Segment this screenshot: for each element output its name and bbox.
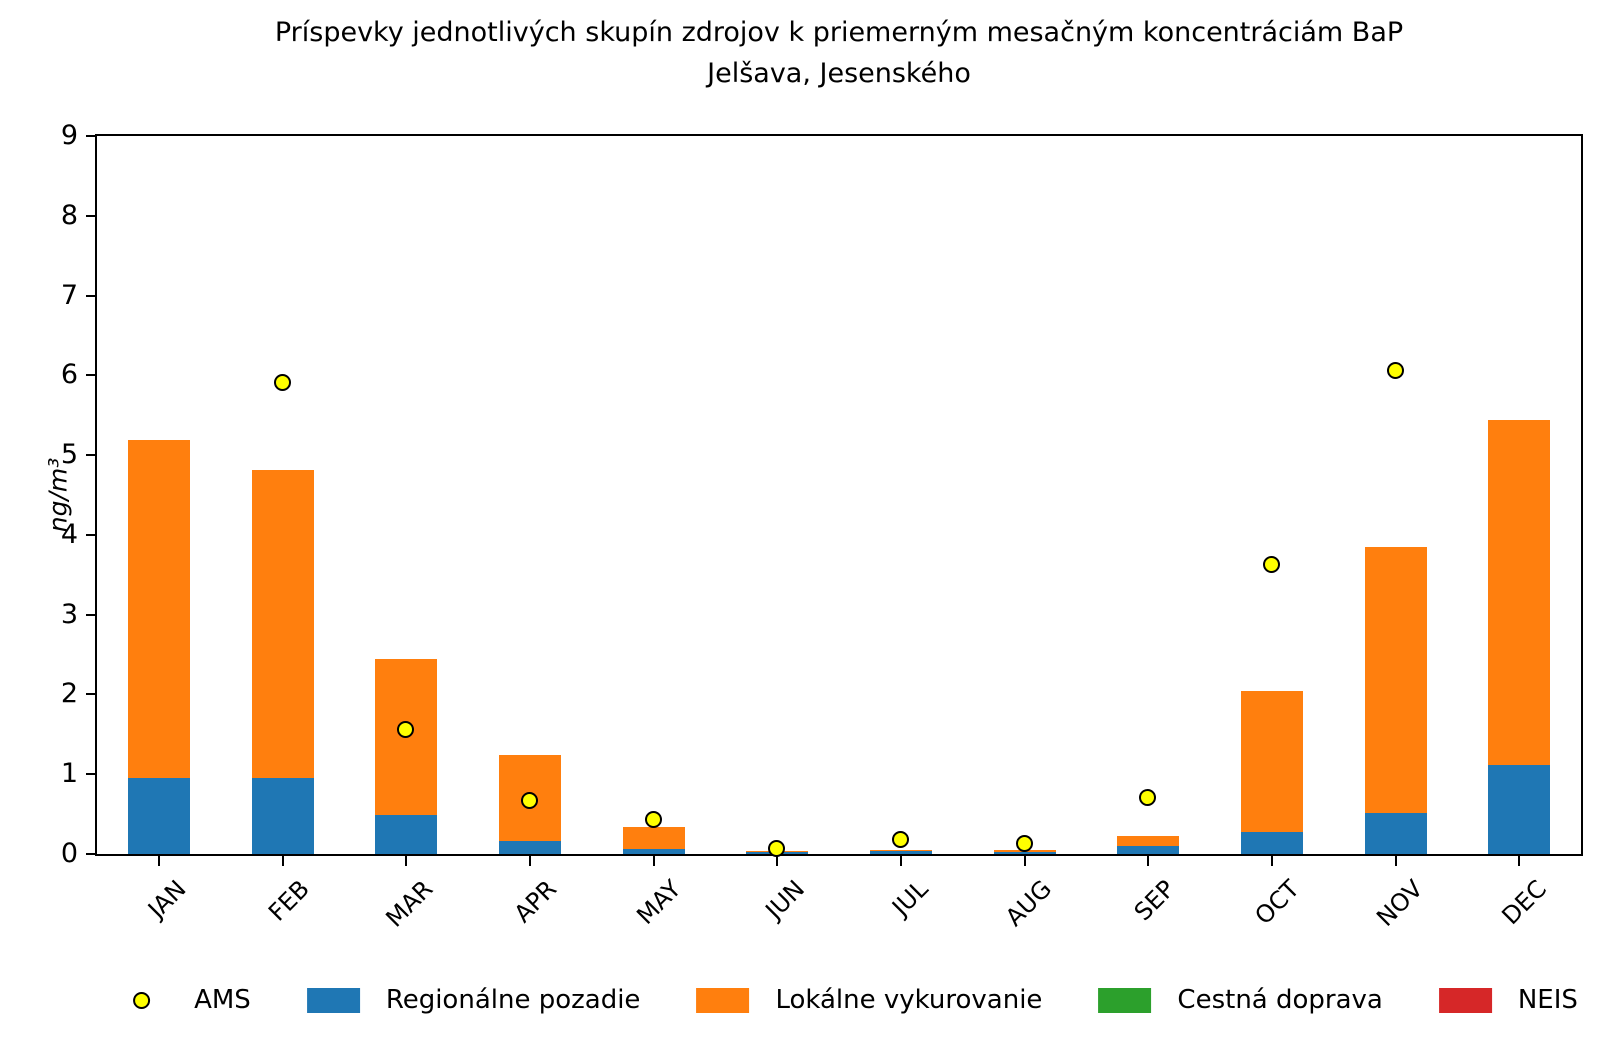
ams-point (768, 840, 786, 858)
y-tick-label: 3 (60, 598, 78, 630)
x-tick-label: JUL (886, 874, 934, 922)
x-tick (776, 856, 779, 866)
legend-item-lok-lne-vykurovanie: Lokálne vykurovanie (695, 985, 1042, 1015)
ams-point (644, 811, 662, 829)
bar-segment-lok-lne-vykurovanie (622, 826, 685, 850)
x-tick-label: DEC (1496, 874, 1552, 931)
ams-point (891, 831, 909, 849)
legend-label: Lokálne vykurovanie (775, 985, 1043, 1015)
legend-handle (114, 991, 169, 1009)
ams-point (1015, 835, 1033, 853)
x-tick (405, 856, 408, 866)
y-tick-label: 9 (60, 120, 78, 151)
legend-swatch-icon (1098, 987, 1152, 1013)
bar-segment-region-lne-pozadie (127, 778, 190, 854)
ams-point (397, 720, 415, 738)
bar-segment-region-lne-pozadie (1364, 813, 1427, 854)
y-tick-label: 1 (60, 758, 78, 790)
x-tick (528, 856, 531, 866)
bar-segment-region-lne-pozadie (1488, 764, 1551, 854)
x-tick-label: NOV (1370, 874, 1429, 932)
y-tick-label: 8 (60, 199, 78, 231)
bar-segment-lok-lne-vykurovanie (251, 470, 314, 779)
ams-point (520, 791, 538, 809)
y-tick (86, 454, 95, 457)
x-tick-label: MAR (380, 874, 439, 933)
legend-label: Cestná doprava (1177, 985, 1383, 1015)
legend-swatch-icon (1438, 987, 1492, 1013)
x-tick (1518, 856, 1521, 866)
y-tick-label: 7 (60, 279, 78, 311)
legend-label: NEIS (1517, 985, 1578, 1015)
y-tick (86, 613, 95, 616)
y-tick (86, 294, 95, 297)
bar-segment-lok-lne-vykurovanie (869, 850, 932, 851)
legend-label: AMS (194, 985, 251, 1015)
legend-swatch-icon (696, 987, 750, 1013)
y-tick-label: 5 (60, 439, 78, 471)
y-tick (86, 135, 95, 137)
x-tick (281, 856, 284, 866)
x-tick-label: OCT (1248, 874, 1305, 931)
legend-handle (306, 987, 361, 1013)
x-tick-label: JUN (759, 874, 810, 925)
legend-handle (1438, 987, 1493, 1013)
ams-point (1262, 556, 1280, 574)
ams-point (1386, 362, 1404, 380)
bar-segment-region-lne-pozadie (375, 814, 438, 854)
chart-title-block: Príspevky jednotlivých skupín zdrojov k … (275, 12, 1403, 94)
bar-segment-region-lne-pozadie (251, 778, 314, 854)
bar-segment-region-lne-pozadie (1117, 846, 1180, 854)
x-tick-label: FEB (263, 874, 316, 927)
bar-segment-lok-lne-vykurovanie (1117, 835, 1180, 846)
legend-item-cestn-doprava: Cestná doprava (1097, 985, 1383, 1015)
x-tick (1147, 856, 1150, 866)
x-tick (899, 856, 902, 866)
x-tick (652, 856, 655, 866)
chart-title: Príspevky jednotlivých skupín zdrojov k … (274, 17, 1404, 48)
legend: AMS Regionálne pozadie Lokálne vykurovanie… (114, 985, 1578, 1015)
x-tick-label: AUG (1000, 874, 1058, 932)
legend-label: Regionálne pozadie (385, 985, 641, 1015)
ams-marker-icon (133, 991, 151, 1009)
legend-item-ams: AMS (114, 985, 251, 1015)
legend-item-region-lne-pozadie: Regionálne pozadie (306, 985, 641, 1015)
x-tick (1270, 856, 1273, 866)
y-tick (86, 853, 95, 855)
legend-swatch-icon (306, 987, 360, 1013)
y-tick (86, 693, 95, 696)
y-tick-label: 0 (60, 838, 78, 869)
ams-point (1139, 789, 1157, 807)
bar-segment-lok-lne-vykurovanie (1364, 546, 1427, 814)
x-tick-label: MAY (630, 874, 687, 930)
legend-item-neis: NEIS (1438, 985, 1578, 1015)
y-tick (86, 374, 95, 377)
bar-segment-lok-lne-vykurovanie (127, 439, 190, 779)
y-tick-label: 2 (60, 678, 78, 710)
y-tick-label: 6 (60, 359, 78, 391)
bar-segment-region-lne-pozadie (869, 850, 932, 854)
x-tick-label: SEP (1129, 874, 1181, 927)
bar-segment-region-lne-pozadie (1240, 831, 1303, 854)
x-tick-label: JAN (142, 874, 192, 924)
chart-subtitle: Jelšava, Jesenského (707, 58, 971, 89)
legend-handle (1097, 987, 1152, 1013)
ams-point (273, 374, 291, 392)
y-tick-label: 4 (60, 518, 78, 550)
bar-segment-region-lne-pozadie (993, 851, 1056, 854)
bar-segment-lok-lne-vykurovanie (1240, 691, 1303, 832)
plot-area (95, 134, 1583, 858)
x-tick (157, 856, 160, 866)
y-tick (86, 773, 95, 776)
y-tick (86, 214, 95, 217)
x-tick-label: APR (508, 874, 563, 929)
x-tick (1394, 856, 1397, 866)
x-tick (1023, 856, 1026, 866)
legend-handle (695, 987, 750, 1013)
y-tick (86, 533, 95, 536)
bar-segment-lok-lne-vykurovanie (1488, 420, 1551, 765)
bar-segment-region-lne-pozadie (498, 841, 561, 854)
bar-segment-region-lne-pozadie (622, 849, 685, 854)
